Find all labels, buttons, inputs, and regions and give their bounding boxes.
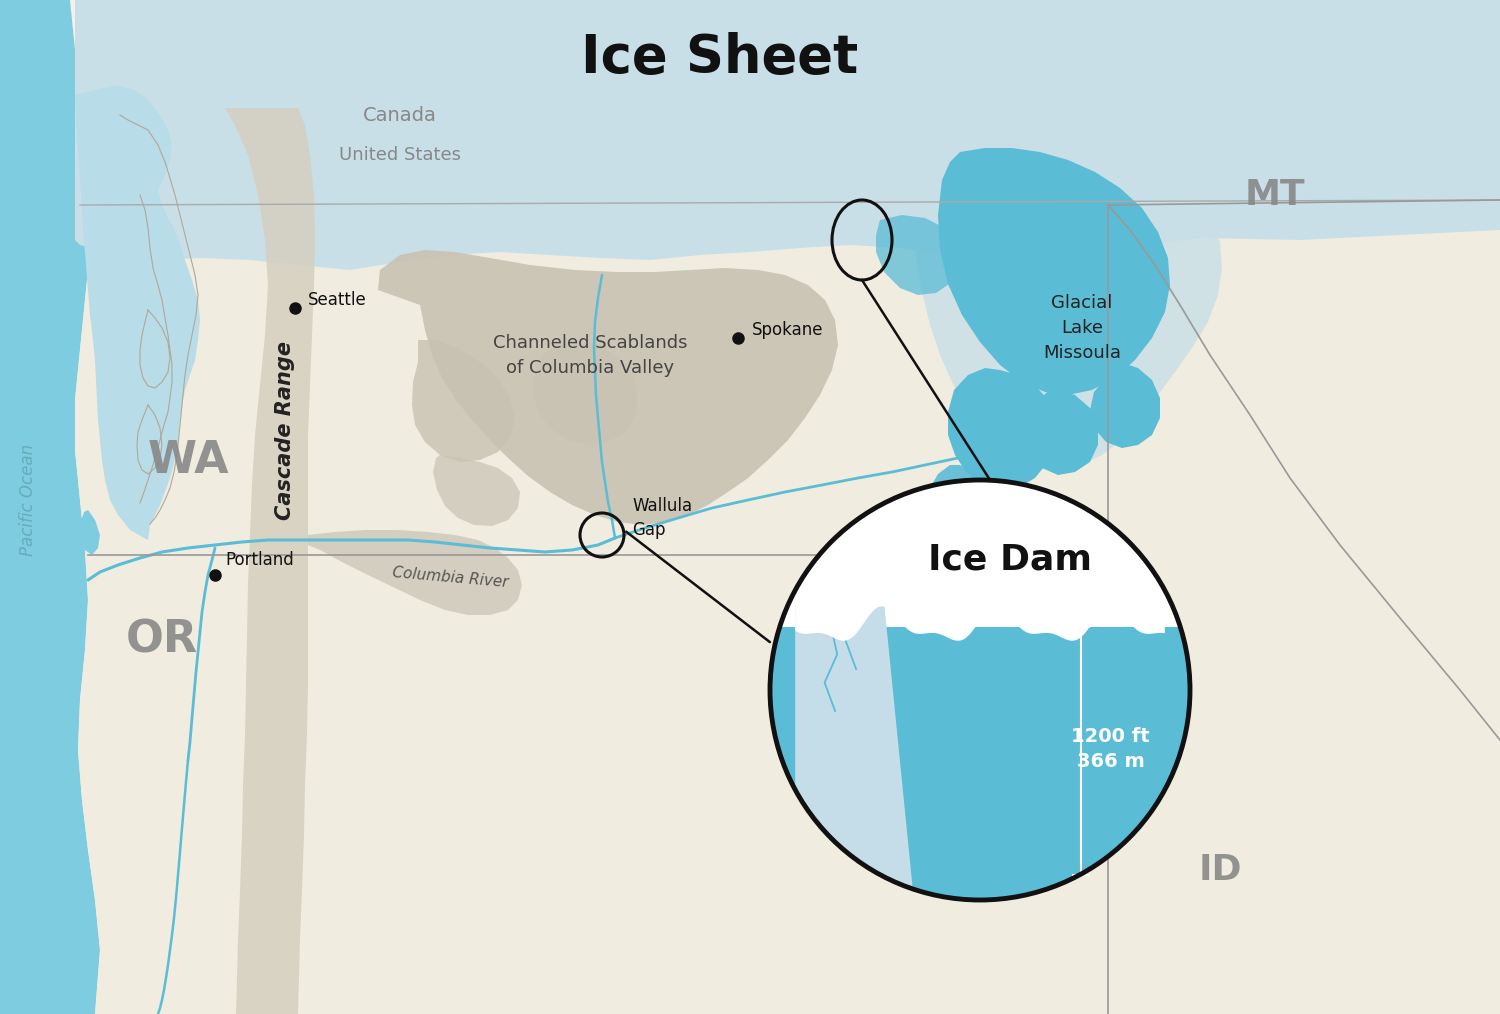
Polygon shape	[948, 368, 1054, 490]
Text: United States: United States	[339, 146, 460, 164]
Polygon shape	[795, 482, 1166, 641]
Text: ID: ID	[1198, 853, 1242, 887]
Polygon shape	[80, 510, 100, 555]
Polygon shape	[1026, 390, 1098, 475]
Polygon shape	[433, 455, 520, 526]
Text: Glacial
Lake
Missoula: Glacial Lake Missoula	[1042, 294, 1120, 362]
Polygon shape	[532, 340, 638, 445]
Text: Wallula
Gap: Wallula Gap	[632, 497, 692, 538]
Polygon shape	[928, 465, 994, 542]
Polygon shape	[75, 85, 200, 540]
Text: OR: OR	[126, 619, 198, 661]
Polygon shape	[770, 627, 1190, 900]
Text: Portland: Portland	[225, 551, 294, 569]
Text: WA: WA	[147, 438, 230, 482]
Polygon shape	[795, 511, 914, 889]
Text: 1200 ft
366 m: 1200 ft 366 m	[1071, 727, 1150, 771]
Circle shape	[770, 480, 1190, 900]
Text: MT: MT	[1245, 178, 1305, 212]
Polygon shape	[75, 0, 1500, 270]
Polygon shape	[1090, 362, 1160, 448]
Text: Channeled Scablands
of Columbia Valley: Channeled Scablands of Columbia Valley	[494, 334, 687, 376]
Polygon shape	[876, 215, 960, 295]
Polygon shape	[75, 0, 1500, 1014]
Polygon shape	[413, 340, 515, 462]
Text: Spokane: Spokane	[752, 321, 824, 339]
Polygon shape	[938, 148, 1170, 395]
Text: Ice Dam: Ice Dam	[928, 542, 1092, 577]
Polygon shape	[378, 250, 838, 525]
Polygon shape	[0, 0, 100, 1014]
Text: Cascade Range: Cascade Range	[274, 341, 296, 519]
Text: Ice Sheet: Ice Sheet	[582, 32, 858, 84]
Polygon shape	[308, 530, 522, 615]
Polygon shape	[839, 108, 1222, 470]
Text: Pacific Ocean: Pacific Ocean	[20, 444, 38, 556]
Text: Seattle: Seattle	[308, 291, 368, 309]
Polygon shape	[225, 108, 315, 1014]
Text: Columbia River: Columbia River	[392, 566, 508, 590]
Text: Canada: Canada	[363, 105, 436, 125]
